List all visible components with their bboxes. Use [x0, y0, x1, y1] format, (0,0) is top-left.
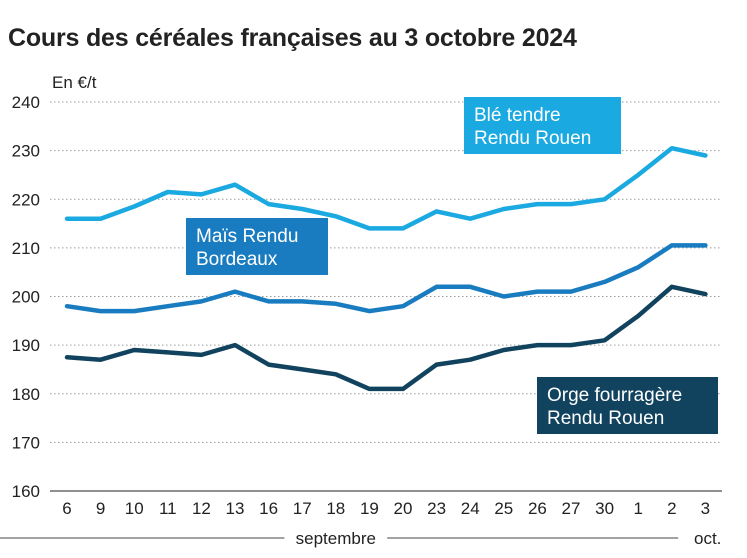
- series-label-text: Rendu Rouen: [474, 128, 591, 149]
- x-tick-label: 25: [494, 499, 513, 518]
- y-axis-ticks: 160 170 180 190 200 210 220 230 240: [12, 93, 40, 501]
- x-tick-label: 24: [461, 499, 480, 518]
- series-label-box: [537, 377, 718, 434]
- month-label: oct.: [694, 529, 721, 548]
- y-tick-label: 220: [12, 190, 40, 209]
- x-tick-label: 12: [192, 499, 211, 518]
- x-tick-label: 30: [595, 499, 614, 518]
- series-label-box: [464, 97, 621, 154]
- y-tick-label: 180: [12, 385, 40, 404]
- x-tick-label: 3: [701, 499, 710, 518]
- y-tick-label: 160: [12, 482, 40, 501]
- y-axis-label: En €/t: [52, 73, 97, 92]
- month-label: septembre: [296, 529, 376, 548]
- y-tick-label: 190: [12, 336, 40, 355]
- x-tick-label: 26: [528, 499, 547, 518]
- series-line: [64, 243, 708, 314]
- x-axis-ticks: 6 9 10 11 12 13 16 17 18 19 20 23 24 25 26 27 30 1 2 3: [62, 499, 710, 518]
- series-label-text: Orge fourragère: [547, 385, 682, 406]
- series-line: [64, 145, 708, 231]
- y-tick-label: 240: [12, 93, 40, 112]
- chart-title: Cours des céréales françaises au 3 octob…: [8, 24, 577, 52]
- series-label-text: Blé tendre: [474, 105, 561, 126]
- series-label-text: Bordeaux: [196, 249, 278, 270]
- x-tick-label: 11: [159, 499, 177, 518]
- series-label-text: Rendu Rouen: [547, 408, 664, 429]
- x-tick-label: 19: [360, 499, 379, 518]
- x-tick-label: 27: [562, 499, 581, 518]
- series-lines: [64, 145, 708, 392]
- series-line: [64, 284, 708, 392]
- x-tick-label: 20: [394, 499, 413, 518]
- y-tick-label: 230: [12, 142, 40, 161]
- x-tick-label: 1: [633, 499, 642, 518]
- x-tick-label: 23: [427, 499, 446, 518]
- x-tick-label: 2: [667, 499, 676, 518]
- y-tick-label: 170: [12, 433, 40, 452]
- x-tick-label: 16: [259, 499, 278, 518]
- y-tick-label: 210: [12, 239, 40, 258]
- x-tick-label: 13: [226, 499, 245, 518]
- x-tick-label: 17: [293, 499, 312, 518]
- month-labels: septembre oct.: [0, 529, 721, 548]
- series-label-text: Maïs Rendu: [196, 226, 298, 247]
- x-tick-label: 10: [125, 499, 144, 518]
- x-tick-label: 18: [326, 499, 345, 518]
- x-tick-label: 6: [62, 499, 71, 518]
- y-tick-label: 200: [12, 288, 40, 307]
- series-label-box: [186, 218, 328, 275]
- x-tick-label: 9: [96, 499, 105, 518]
